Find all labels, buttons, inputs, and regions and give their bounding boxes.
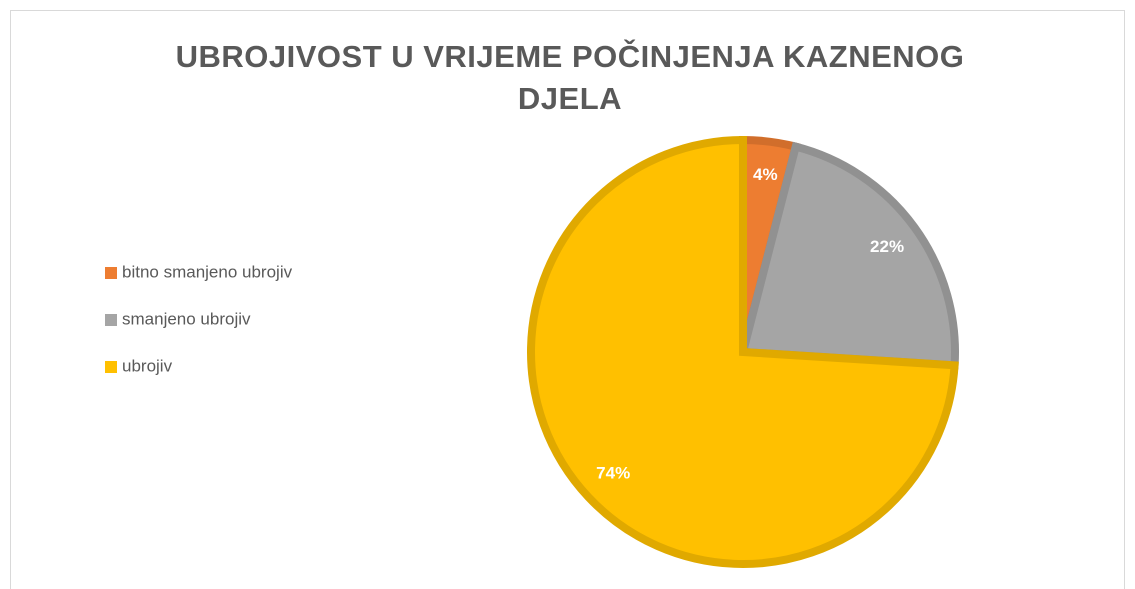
legend-label: bitno smanjeno ubrojiv [122, 262, 293, 281]
chart-frame [10, 10, 1125, 589]
legend-swatch [105, 267, 117, 279]
legend-swatch [105, 361, 117, 373]
legend-label: smanjeno ubrojiv [122, 309, 251, 328]
legend-label: ubrojiv [122, 356, 173, 375]
pie-slice [527, 135, 959, 568]
data-label: 22% [870, 237, 904, 256]
data-label: 4% [753, 165, 778, 184]
data-label: 74% [596, 463, 630, 482]
legend-swatch [105, 314, 117, 326]
pie-slice [737, 141, 959, 370]
chart-title: UBROJIVOST U VRIJEME POČINJENJA KAZNENOG… [175, 39, 965, 116]
